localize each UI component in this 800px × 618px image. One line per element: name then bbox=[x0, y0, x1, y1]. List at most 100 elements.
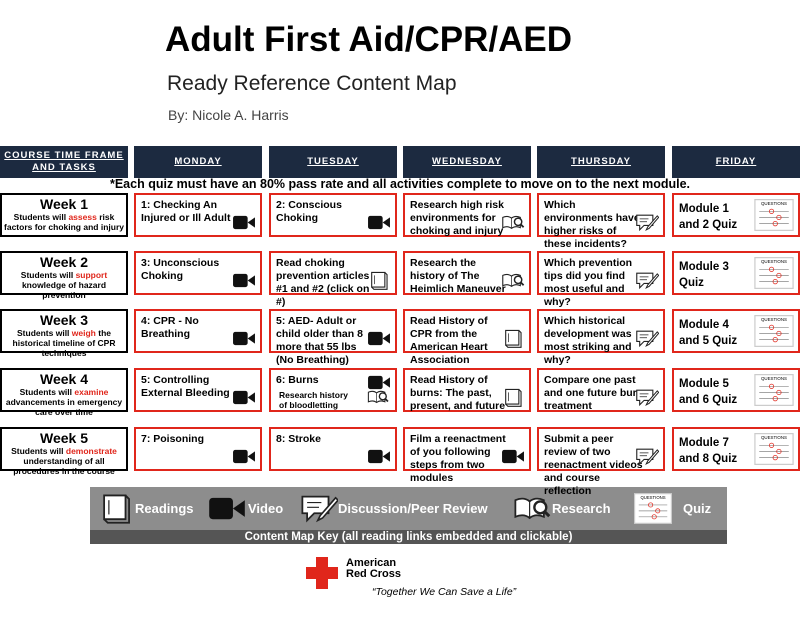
goal-verb: weigh bbox=[71, 328, 96, 338]
week-box: Week 3 Students will weigh the historical… bbox=[0, 309, 128, 358]
key-bar bbox=[90, 487, 727, 531]
video-icon bbox=[368, 215, 390, 230]
video-icon bbox=[209, 497, 245, 520]
quiz-icon-title: QUESTIONS bbox=[761, 435, 787, 440]
column-header: COURSE TIME FRAME AND TASKS bbox=[0, 146, 128, 178]
week-label: Week 1 bbox=[40, 196, 88, 212]
goal-text: advancements in emergency care over time bbox=[5, 397, 123, 417]
week-label: Week 3 bbox=[40, 312, 88, 328]
cell-text: 1: Checking An Injured or Ill Adult bbox=[141, 199, 231, 224]
week-goal: Students will demonstrate understanding … bbox=[2, 446, 126, 476]
org-name: American Red Cross bbox=[346, 558, 401, 580]
cell-text: 8: Stroke bbox=[276, 433, 321, 445]
week-label: Week 5 bbox=[40, 430, 88, 446]
activity-cell: Research the history of The Heimlich Man… bbox=[403, 251, 531, 295]
cell-text: Read choking prevention articles #1 and … bbox=[276, 257, 370, 308]
goal-text: understanding of all procedures in the c… bbox=[13, 456, 115, 476]
activity-cell: Compare one past and one future burn tre… bbox=[537, 368, 665, 412]
week-label: Week 4 bbox=[40, 371, 88, 387]
week-goal: Students will assess risk factors for ch… bbox=[2, 212, 126, 232]
activity-cell: Research high risk environments for chok… bbox=[403, 193, 531, 237]
video-icon bbox=[233, 215, 255, 230]
quiz-icon: QUESTIONS bbox=[754, 315, 794, 347]
book-icon bbox=[505, 388, 522, 407]
video-icon bbox=[368, 449, 390, 464]
red-cross bbox=[306, 557, 338, 589]
quiz-icon-title: QUESTIONS bbox=[761, 259, 787, 264]
video-icon bbox=[233, 449, 255, 464]
activity-cell: Which prevention tips did you find most … bbox=[537, 251, 665, 308]
cell-text: Which environments have higher risks of … bbox=[544, 199, 640, 250]
quiz-icon: QUESTIONS bbox=[754, 257, 794, 289]
activity-cell: Read History of CPR from the American He… bbox=[403, 309, 531, 366]
discussion-icon bbox=[636, 330, 659, 348]
quiz-icon: QUESTIONS bbox=[634, 493, 672, 524]
cell-text: Research the history of The Heimlich Man… bbox=[410, 257, 506, 295]
video-icon bbox=[233, 273, 255, 288]
cell-text: Module 7 and 8 Quiz bbox=[679, 437, 738, 465]
cell-text: 5: AED- Adult or child older than 8 more… bbox=[276, 315, 363, 366]
quiz-icon-title: QUESTIONS bbox=[761, 317, 787, 322]
activity-cell: Read choking prevention articles #1 and … bbox=[269, 251, 397, 308]
research-icon bbox=[367, 390, 389, 404]
goal-text: Students will bbox=[19, 387, 75, 397]
cell-text: Module 4 and 5 Quiz bbox=[679, 319, 738, 347]
cell-note: Research history of bloodletting bbox=[279, 390, 348, 410]
cell-text: Which historical development was most st… bbox=[544, 315, 632, 366]
discussion-icon bbox=[301, 495, 338, 523]
cell-text: 3: Unconscious Choking bbox=[141, 257, 220, 282]
discussion-icon bbox=[636, 448, 659, 466]
discussion-icon bbox=[636, 272, 659, 290]
goal-text: risk factors for choking and injury bbox=[4, 212, 124, 232]
cell-text: Which prevention tips did you find most … bbox=[544, 257, 633, 308]
activity-cell: 6: Burns Research history of bloodletting bbox=[269, 368, 397, 412]
activity-cell: 1: Checking An Injured or Ill Adult bbox=[134, 193, 262, 237]
column-header: THURSDAY bbox=[537, 146, 665, 178]
activity-cell: 5: Controlling External Bleeding bbox=[134, 368, 262, 412]
key-label: Discussion/Peer Review bbox=[338, 501, 488, 516]
quiz-note: *Each quiz must have an 80% pass rate an… bbox=[109, 177, 691, 191]
column-header: WEDNESDAY bbox=[403, 146, 531, 178]
goal-verb: assess bbox=[68, 212, 97, 222]
key-label: Video bbox=[248, 501, 284, 516]
quiz-icon: QUESTIONS bbox=[754, 199, 794, 231]
title: Adult First Aid/CPR/AED bbox=[165, 20, 573, 59]
cell-text: 6: Burns bbox=[276, 374, 319, 386]
research-icon bbox=[502, 273, 525, 288]
discussion-icon bbox=[636, 389, 659, 407]
activity-cell: 4: CPR - No Breathing bbox=[134, 309, 262, 353]
week-goal: Students will examine advancements in em… bbox=[2, 387, 126, 417]
book-icon bbox=[103, 494, 130, 524]
week-box: Week 5 Students will demonstrate understa… bbox=[0, 427, 128, 476]
cell-text: Compare one past and one future burn tre… bbox=[544, 374, 644, 412]
org-line: American bbox=[346, 557, 397, 569]
quiz-icon: QUESTIONS bbox=[754, 433, 794, 465]
cell-text: Research high risk environments for chok… bbox=[410, 199, 504, 237]
cell-text: 2: Conscious Choking bbox=[276, 199, 342, 224]
activity-cell: 7: Poisoning bbox=[134, 427, 262, 471]
cell-text: Module 1 and 2 Quiz bbox=[679, 203, 738, 231]
column-header: TUESDAY bbox=[269, 146, 397, 178]
book-icon bbox=[371, 271, 388, 290]
video-icon bbox=[368, 331, 390, 346]
tagline: “Together We Can Save a Life” bbox=[372, 586, 517, 598]
week-label: Week 2 bbox=[40, 254, 88, 270]
cell-text: Read History of CPR from the American He… bbox=[410, 315, 488, 366]
activity-cell: Module 4 and 5 Quiz QUESTIONS bbox=[672, 309, 800, 353]
week-box: Week 2 Students will support knowledge of… bbox=[0, 251, 128, 300]
org-line: Red Cross bbox=[346, 568, 402, 580]
discussion-icon bbox=[636, 214, 659, 232]
cell-text: 7: Poisoning bbox=[141, 433, 204, 445]
quiz-icon-title: QUESTIONS bbox=[761, 201, 787, 206]
week-goal: Students will support knowledge of hazar… bbox=[2, 270, 126, 300]
subtitle: Ready Reference Content Map bbox=[167, 72, 457, 95]
book-icon bbox=[505, 329, 522, 348]
activity-cell: 5: AED- Adult or child older than 8 more… bbox=[269, 309, 397, 366]
video-icon bbox=[368, 375, 390, 390]
research-icon bbox=[514, 497, 551, 520]
activity-cell: Module 1 and 2 Quiz QUESTIONS bbox=[672, 193, 800, 237]
column-header: MONDAY bbox=[134, 146, 262, 178]
quiz-icon-title: QUESTIONS bbox=[640, 495, 665, 500]
cell-text: Read History of burns: The past, present… bbox=[410, 374, 506, 412]
video-icon bbox=[233, 331, 255, 346]
